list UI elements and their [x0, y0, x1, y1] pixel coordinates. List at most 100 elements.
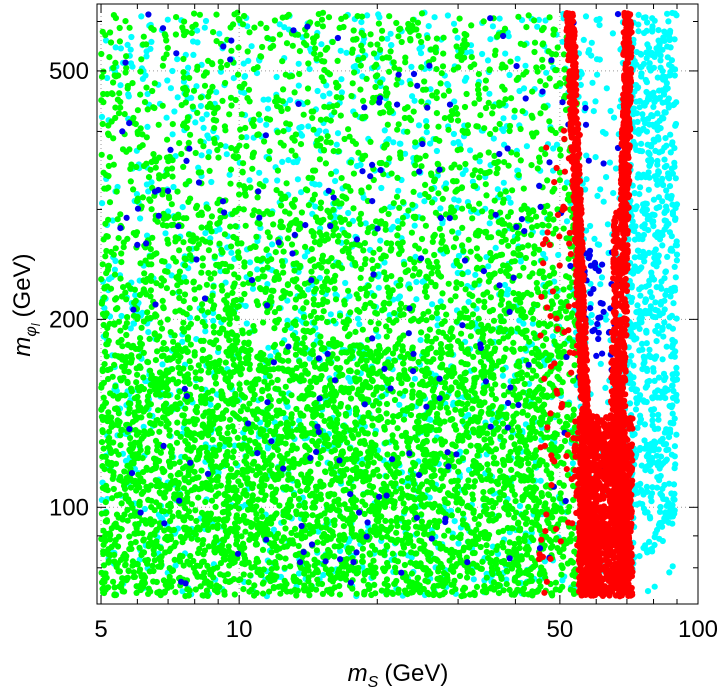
- point-cyan: [603, 174, 610, 181]
- point-green: [98, 439, 106, 446]
- point-cyan: [630, 362, 637, 369]
- point-cyan: [174, 94, 181, 101]
- point-cyan: [408, 63, 415, 70]
- point-cyan: [653, 353, 660, 360]
- point-green: [167, 472, 174, 479]
- point-green: [230, 283, 237, 291]
- point-cyan: [444, 80, 451, 88]
- point-green: [151, 156, 158, 163]
- point-cyan: [669, 9, 676, 17]
- point-cyan: [629, 218, 636, 225]
- point-cyan: [230, 75, 237, 82]
- point-green: [111, 405, 119, 412]
- point-cyan: [628, 284, 635, 291]
- point-green: [489, 402, 496, 410]
- point-green: [265, 156, 273, 163]
- point-cyan: [640, 125, 647, 132]
- point-cyan: [143, 53, 150, 60]
- point-cyan: [644, 463, 651, 470]
- point-green: [157, 319, 164, 326]
- point-cyan: [246, 259, 254, 266]
- point-cyan: [194, 39, 201, 46]
- point-green: [236, 142, 243, 149]
- point-cyan: [659, 99, 666, 106]
- point-cyan: [464, 269, 472, 276]
- point-cyan: [193, 83, 200, 90]
- point-cyan: [588, 311, 595, 319]
- point-green: [553, 293, 560, 300]
- point-cyan: [657, 503, 664, 511]
- point-green: [185, 139, 192, 146]
- point-cyan: [654, 322, 661, 330]
- point-green: [100, 90, 107, 98]
- point-cyan: [652, 246, 659, 253]
- point-green: [338, 265, 346, 272]
- point-green: [422, 190, 429, 198]
- point-cyan: [265, 96, 272, 103]
- point-green: [373, 326, 380, 333]
- point-cyan: [642, 76, 649, 84]
- point-green: [548, 298, 555, 305]
- point-green: [493, 170, 500, 177]
- point-cyan: [395, 187, 402, 194]
- point-green: [391, 310, 398, 317]
- point-cyan: [663, 203, 670, 210]
- point-cyan: [655, 446, 662, 453]
- point-cyan: [117, 82, 124, 89]
- point-green: [330, 276, 337, 283]
- point-cyan: [672, 122, 679, 129]
- point-green: [367, 41, 374, 48]
- point-green: [196, 11, 203, 18]
- point-green: [249, 211, 256, 219]
- point-cyan: [159, 361, 166, 368]
- point-green: [259, 43, 266, 51]
- point-cyan: [543, 69, 550, 76]
- point-green: [242, 222, 249, 229]
- point-cyan: [656, 203, 663, 211]
- point-green: [383, 473, 390, 480]
- point-green: [331, 285, 338, 292]
- point-green: [172, 539, 179, 547]
- point-green: [531, 260, 538, 267]
- point-green: [505, 242, 512, 249]
- point-cyan: [326, 90, 333, 97]
- point-green: [530, 315, 537, 322]
- point-green: [520, 185, 527, 192]
- point-cyan: [164, 16, 171, 23]
- point-cyan: [669, 344, 676, 351]
- point-green: [292, 304, 299, 311]
- point-green: [301, 334, 308, 341]
- point-cyan: [632, 406, 640, 413]
- point-cyan: [479, 50, 486, 58]
- point-cyan: [638, 140, 645, 147]
- point-cyan: [640, 353, 647, 360]
- point-cyan: [652, 327, 659, 335]
- point-cyan: [660, 495, 667, 502]
- point-green: [399, 450, 406, 457]
- point-green: [198, 385, 205, 393]
- point-cyan: [663, 343, 670, 350]
- point-cyan: [202, 17, 210, 25]
- point-cyan: [140, 423, 147, 430]
- point-green: [395, 33, 402, 40]
- point-green: [149, 87, 156, 95]
- point-cyan: [598, 274, 606, 281]
- point-green: [258, 395, 265, 402]
- point-cyan: [670, 352, 678, 360]
- point-cyan: [646, 174, 653, 181]
- point-green: [296, 48, 303, 55]
- point-cyan: [626, 377, 634, 384]
- point-green: [118, 259, 125, 266]
- point-cyan: [447, 507, 455, 514]
- point-cyan: [673, 201, 681, 208]
- point-green: [164, 44, 171, 52]
- point-green: [311, 263, 318, 270]
- point-cyan: [662, 268, 670, 275]
- point-green: [249, 165, 256, 172]
- point-cyan: [327, 311, 334, 318]
- point-cyan: [656, 508, 664, 515]
- point-cyan: [222, 143, 229, 150]
- point-green: [515, 13, 522, 20]
- point-cyan: [633, 451, 640, 458]
- point-cyan: [210, 310, 217, 317]
